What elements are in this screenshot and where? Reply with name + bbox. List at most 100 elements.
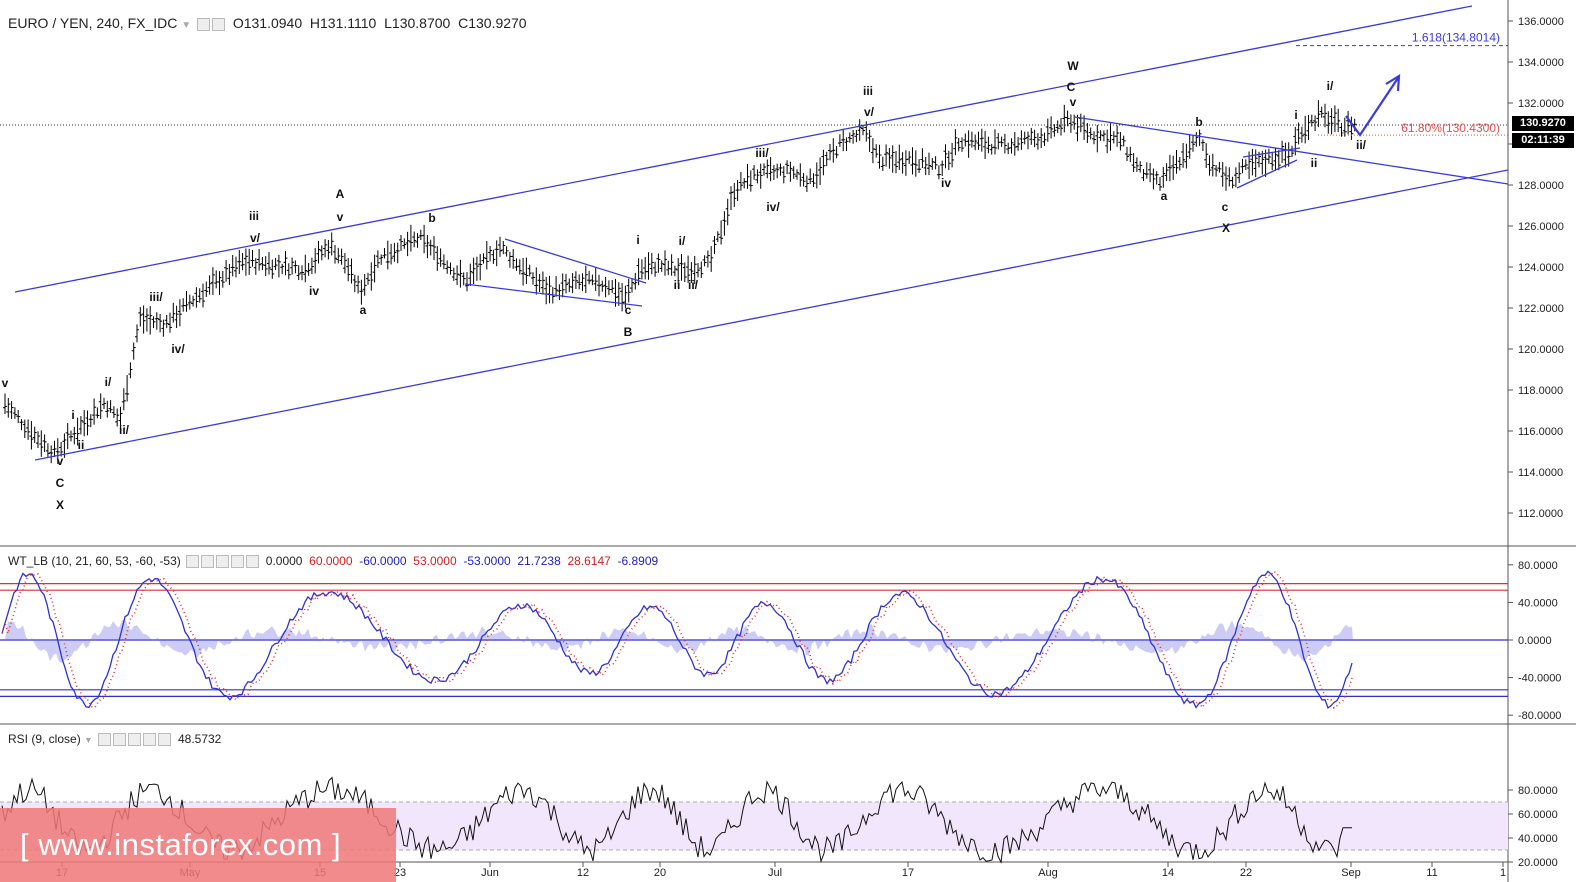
upper-channel-line[interactable] (14, 5, 1473, 293)
price-bar (583, 265, 588, 294)
price-bar (12, 407, 17, 419)
price-bar (26, 419, 31, 440)
wt-y-tick-label: 40.0000 (1518, 597, 1558, 609)
price-bar (458, 259, 463, 288)
price-bar (1141, 169, 1146, 182)
price-bar (1055, 120, 1060, 134)
price-bar (930, 158, 935, 170)
price-bar (69, 430, 73, 442)
lower-channel-line[interactable] (34, 169, 1509, 461)
price-bar (831, 138, 836, 163)
price-bar (1032, 129, 1037, 148)
copy-icon[interactable] (216, 555, 230, 569)
close-icon[interactable] (158, 733, 172, 747)
add-icon[interactable] (143, 733, 157, 747)
settings-icon[interactable] (201, 555, 215, 569)
price-bar (422, 224, 427, 254)
price-bar (755, 169, 760, 184)
price-bar (722, 211, 727, 236)
price-bar (1121, 135, 1126, 147)
y-tick-label: 136.0000 (1518, 16, 1564, 28)
x-tick-label: Sep (1341, 867, 1361, 879)
price-bar (702, 255, 707, 267)
watermark: [ www.instaforex.com ] (0, 808, 396, 882)
eye-icon[interactable] (186, 555, 200, 569)
price-bar (1204, 143, 1209, 169)
price-bar (844, 137, 849, 151)
x-tick-label: 1 (1500, 867, 1506, 879)
price-bar (973, 134, 978, 151)
price-bar (748, 170, 753, 192)
price-bar (438, 248, 443, 267)
wt-y-tick-label: -40.0000 (1518, 673, 1561, 685)
wave-label: iii/ (149, 290, 163, 304)
price-bar (319, 245, 324, 261)
x-tick-label: Aug (1038, 867, 1058, 879)
trend-line[interactable] (1074, 116, 1509, 185)
wave-label: i/ (679, 234, 686, 248)
price-bar (494, 240, 499, 267)
wave-label: ii/ (688, 278, 699, 292)
triangle-lower-line[interactable] (1236, 159, 1298, 189)
price-bar (359, 279, 364, 305)
settings-icon[interactable] (113, 733, 127, 747)
price-bar (577, 274, 582, 290)
wave-label: i (71, 408, 74, 422)
wave-label: X (56, 498, 64, 512)
price-bar (425, 234, 430, 259)
rsi-legend: RSI (9, close) ▼ 48.5732 (8, 732, 221, 747)
wave-label: i/ (1327, 79, 1334, 93)
symbol-label: EURO / YEN, 240, FX_IDC (8, 15, 178, 31)
wave-label: A (336, 187, 345, 201)
price-bar (1224, 166, 1228, 191)
price-bar (382, 248, 387, 259)
x-tick-label: Jul (768, 867, 782, 879)
x-tick-label: 11 (1426, 867, 1437, 879)
ohlc-open: O131.0940 (232, 15, 303, 31)
price-bar (1329, 108, 1334, 135)
price-bar (118, 406, 123, 431)
y-tick-label: 112.0000 (1518, 508, 1563, 520)
price-bar (933, 156, 938, 170)
x-tick-label: 17 (902, 867, 914, 879)
price-bar (940, 160, 945, 176)
price-bar (521, 257, 526, 286)
close-icon[interactable] (246, 555, 260, 569)
price-bar (795, 169, 799, 180)
wedge-lower-line[interactable] (464, 283, 643, 307)
price-bar (224, 260, 229, 282)
price-bar (1006, 142, 1011, 155)
triangle-upper-line[interactable] (1242, 147, 1301, 158)
price-bar (880, 156, 885, 171)
price-bar (986, 136, 991, 154)
price-bar (253, 258, 258, 275)
wt-value: 0.0000 (265, 554, 303, 568)
price-bar (1134, 157, 1139, 172)
chevron-down-icon[interactable]: ▼ (181, 20, 192, 31)
price-bar (752, 165, 757, 180)
price-bar (303, 254, 308, 283)
add-icon[interactable] (231, 555, 245, 569)
y-tick-label: 124.0000 (1518, 262, 1564, 274)
wt-histogram (0, 618, 1353, 663)
settings-icon[interactable] (212, 17, 226, 31)
price-bar (570, 273, 575, 294)
price-bar (1052, 124, 1057, 137)
copy-icon[interactable] (128, 733, 142, 747)
eye-icon[interactable] (197, 17, 211, 31)
eye-icon[interactable] (98, 733, 112, 747)
price-bar (177, 299, 182, 327)
price-bar (547, 275, 552, 304)
price-bar (333, 244, 337, 264)
price-bar (1181, 142, 1186, 168)
wedge-upper-line[interactable] (504, 238, 647, 284)
chevron-down-icon[interactable]: ▼ (84, 735, 93, 745)
price-bar (1276, 150, 1281, 171)
rsi-y-tick-label: 20.0000 (1518, 857, 1558, 869)
price-bar (692, 255, 697, 284)
price-bar (920, 148, 925, 169)
price-bar (273, 257, 278, 270)
price-bar (867, 129, 872, 152)
price-bar (564, 273, 568, 294)
